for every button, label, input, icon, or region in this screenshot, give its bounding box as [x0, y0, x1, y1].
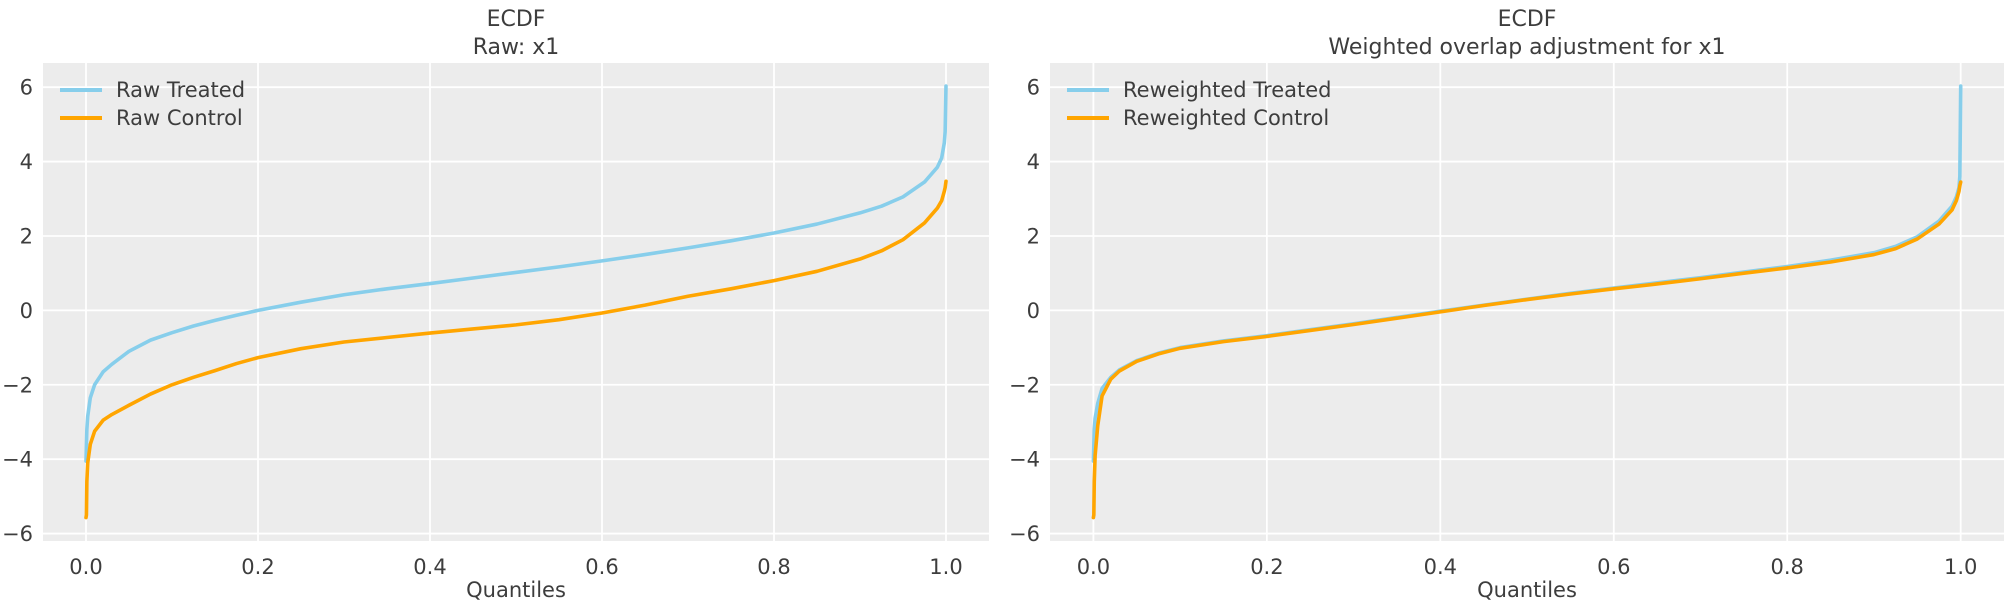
x-tick-label: 0.6: [1597, 555, 1630, 579]
y-tick-label: 2: [20, 225, 33, 249]
x-tick-label: 0.8: [757, 555, 790, 579]
x-tick-label: 1.0: [929, 555, 962, 579]
y-tick-label: −2: [1009, 373, 1040, 397]
raw-treated-line: [84, 84, 948, 463]
plot-background: [1050, 63, 2004, 541]
x-axis-label-raw: Quantiles: [466, 578, 566, 602]
chart-title-raw-line2: Raw: x1: [473, 35, 560, 60]
x-tick-label: 0.6: [585, 555, 618, 579]
legend-label-reweighted-control: Reweighted Control: [1123, 106, 1329, 130]
legend-reweighted: Reweighted Treated Reweighted Control: [1067, 78, 1331, 130]
series-reweighted: [1091, 84, 1963, 520]
plot-area-reweighted: [1050, 63, 2004, 541]
x-axis-label-reweighted: Quantiles: [1477, 578, 1577, 602]
y-tick-label: 6: [20, 76, 33, 100]
y-tick-label: −6: [1009, 522, 1040, 546]
chart-reweighted: ECDF Weighted overlap adjustment for x1 …: [1009, 7, 2004, 602]
y-tick-label: 0: [20, 299, 33, 323]
legend-label-reweighted-treated: Reweighted Treated: [1123, 78, 1331, 102]
legend-label-raw-control: Raw Control: [116, 106, 243, 130]
x-tick-label: 0.2: [1250, 555, 1283, 579]
raw-control-line: [84, 179, 948, 520]
y-tick-label: 4: [20, 150, 33, 174]
y-tick-label: −2: [2, 373, 33, 397]
y-tick-label: −6: [2, 522, 33, 546]
y-tick-label: −4: [2, 448, 33, 472]
reweighted-control-line: [1091, 180, 1963, 520]
chart-raw: ECDF Raw: x1 6 4 2 0 −2 −4 −6 0.0 0.2 0.…: [2, 7, 989, 602]
x-tick-label: 0.0: [1077, 555, 1110, 579]
series-raw: [84, 84, 948, 520]
y-tick-label: −4: [1009, 448, 1040, 472]
y-tick-label: 4: [1027, 150, 1040, 174]
x-tick-label: 0.0: [69, 555, 102, 579]
legend-raw: Raw Treated Raw Control: [60, 78, 245, 130]
chart-title-raw-line1: ECDF: [487, 7, 546, 32]
x-tick-label: 0.4: [413, 555, 446, 579]
plot-area-raw: [43, 63, 989, 541]
x-tick-label: 1.0: [1944, 555, 1977, 579]
chart-title-reweighted-line2: Weighted overlap adjustment for x1: [1328, 35, 1725, 60]
grid-reweighted: [1050, 63, 2004, 541]
x-tick-label: 0.2: [241, 555, 274, 579]
x-tick-label: 0.8: [1770, 555, 1803, 579]
plot-background: [43, 63, 989, 541]
legend-label-raw-treated: Raw Treated: [116, 78, 245, 102]
y-tick-label: 0: [1027, 299, 1040, 323]
y-tick-label: 6: [1027, 76, 1040, 100]
x-tick-label: 0.4: [1424, 555, 1457, 579]
chart-title-reweighted-line1: ECDF: [1498, 7, 1557, 32]
y-tick-label: 2: [1027, 225, 1040, 249]
